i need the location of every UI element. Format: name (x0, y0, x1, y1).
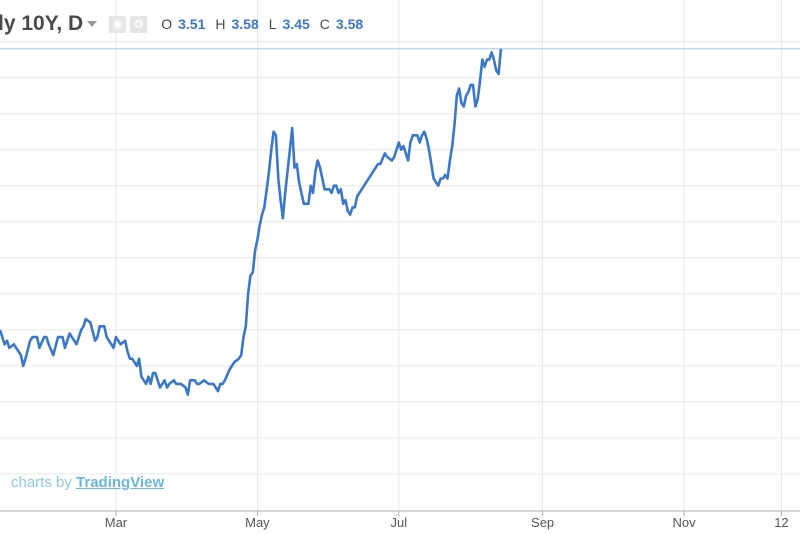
high-label: H (215, 16, 226, 32)
high-value: 3.58 (231, 16, 259, 32)
series-line-0 (0, 48, 503, 397)
x-tick-label: Sep (531, 515, 554, 530)
chevron-down-icon[interactable] (87, 21, 98, 27)
x-tick-label: May (245, 515, 270, 530)
x-tick-label: 12 (774, 515, 788, 530)
x-axis-ticks: Mar May Jul Sep Nov 12 (105, 511, 789, 530)
chart-legend-header: ly 10Y, D ◉ ⚙ O 3.51 H 3.58 L 3.45 C 3.5… (0, 10, 363, 38)
low-label: L (268, 16, 277, 32)
eye-icon[interactable]: ◉ (109, 15, 127, 33)
low-value: 3.45 (282, 16, 310, 32)
price-series (0, 48, 503, 397)
grid (0, 0, 800, 511)
close-value: 3.58 (335, 16, 364, 32)
open-label: O (161, 16, 173, 32)
tradingview-link[interactable]: TradingView (76, 474, 165, 491)
tradingview-watermark[interactable]: charts by TradingView (11, 474, 164, 491)
close-label: C (319, 16, 330, 32)
x-tick-label: Jul (391, 515, 408, 530)
watermark-prefix: charts by (11, 474, 72, 491)
x-tick-label: Nov (672, 515, 696, 530)
symbol-title[interactable]: ly 10Y, D (0, 12, 84, 35)
x-tick-label: Mar (105, 515, 128, 530)
open-value: 3.51 (178, 16, 206, 32)
gear-icon[interactable]: ⚙ (130, 15, 148, 33)
